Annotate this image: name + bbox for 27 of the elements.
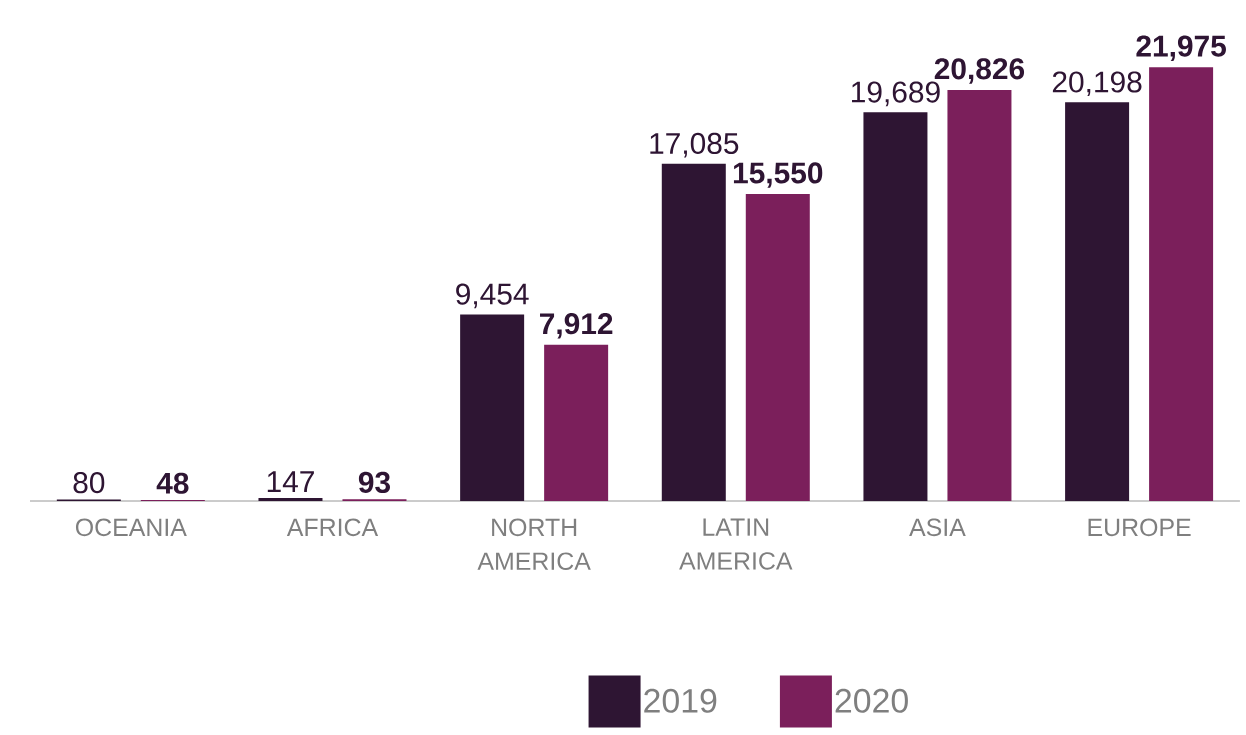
data-label: 21,975 (1136, 35, 1226, 62)
data-label: 80 (73, 472, 105, 494)
x-tick-label: AFRICA (286, 518, 379, 537)
data-label: 20,198 (1052, 71, 1142, 97)
bar (258, 498, 323, 501)
x-tick-label: OCEANIA (75, 518, 187, 537)
bar (1065, 102, 1130, 501)
data-label: 9,454 (456, 283, 529, 309)
bar (1149, 67, 1214, 501)
data-label: 48 (156, 472, 189, 494)
bar (863, 112, 928, 501)
bar (460, 314, 525, 501)
legend-label: 2019 (644, 688, 717, 713)
data-label: 17,085 (650, 132, 739, 158)
bar (947, 89, 1012, 501)
bar (661, 163, 726, 501)
data-label: 93 (358, 471, 391, 493)
x-tick-label: NORTH AMERICA (477, 518, 591, 571)
data-label: 147 (267, 471, 314, 492)
legend-label: 2020 (835, 688, 908, 713)
x-tick-label: EUROPE (1088, 518, 1191, 537)
x-tick-label: ASIA (909, 518, 966, 537)
x-tick-label: LATIN AMERICA (679, 518, 793, 570)
bar (544, 344, 609, 501)
bar (745, 194, 810, 501)
data-label: 7,912 (540, 313, 613, 339)
data-label: 15,550 (733, 162, 823, 188)
